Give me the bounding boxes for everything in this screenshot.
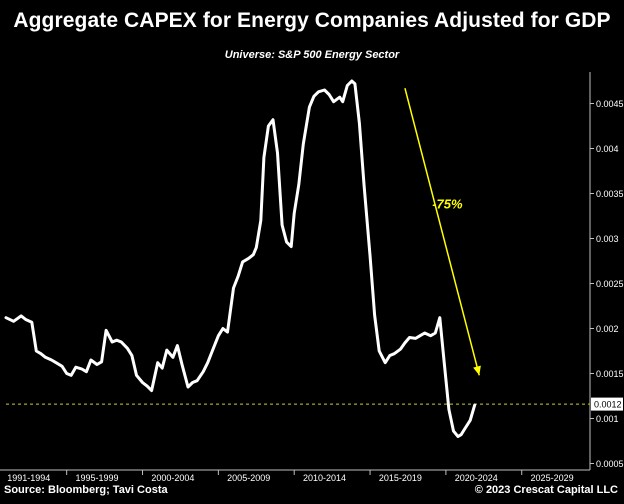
source-note: Source: Bloomberg; Tavi Costa: [4, 484, 168, 496]
x-tick-label: 2015-2019: [379, 473, 422, 483]
x-tick-label: 2000-2004: [151, 473, 194, 483]
y-tick-label: 0.0005: [596, 459, 624, 469]
copyright-note: © 2023 Crescat Capital LLC: [474, 484, 618, 496]
x-tick-label: 1995-1999: [75, 473, 118, 483]
decline-arrow-line: [404, 88, 480, 376]
x-tick-label: 2005-2009: [227, 473, 270, 483]
chart-title: Aggregate CAPEX for Energy Companies Adj…: [13, 9, 611, 32]
x-tick-label: 2025-2029: [531, 473, 574, 483]
y-tick-label: 0.004: [596, 144, 619, 154]
y-tick-label: 0.003: [596, 234, 619, 244]
y-tick-label: 0.0015: [596, 369, 624, 379]
x-tick-label: 2020-2024: [455, 473, 498, 483]
x-tick-label: 2010-2014: [303, 473, 346, 483]
current-value-label: 0.0012: [594, 400, 622, 410]
y-tick-label: 0.001: [596, 414, 619, 424]
decline-percent-label: -75%: [432, 196, 463, 211]
y-tick-label: 0.0025: [596, 279, 624, 289]
y-tick-label: 0.0045: [596, 99, 624, 109]
x-tick-label: 1991-1994: [7, 473, 50, 483]
capex-series-line: [4, 79, 477, 438]
chart-subtitle: Universe: S&P 500 Energy Sector: [224, 49, 400, 61]
y-tick-label: 0.002: [596, 324, 619, 334]
decline-arrow-head: [473, 365, 481, 376]
current-value-box: [591, 397, 623, 411]
y-tick-label: 0.0035: [596, 189, 624, 199]
